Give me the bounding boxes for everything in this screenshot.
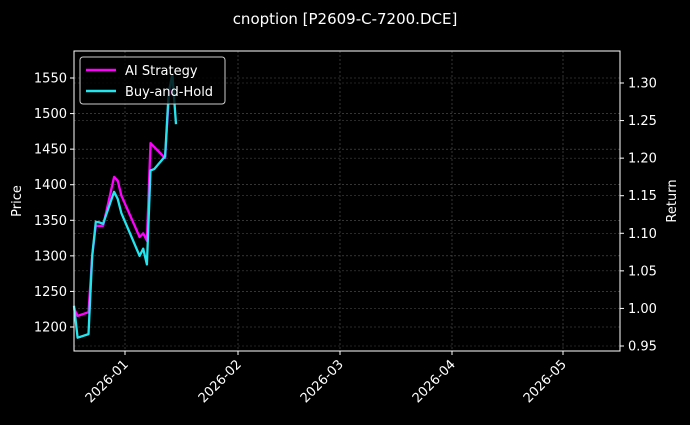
y-tick-label: 1350 (34, 214, 67, 229)
y2-tick-label: 0.95 (628, 340, 657, 355)
right-axis-ticks: 0.95 1.00 1.05 1.10 1.15 1.20 1.25 1.30 (620, 77, 657, 355)
legend-box (79, 56, 226, 105)
x-tick-label: 2026-03 (298, 357, 347, 406)
y-tick-label: 1300 (34, 249, 67, 264)
y-tick-label: 1450 (34, 143, 67, 158)
y-axis-label: Price (10, 185, 25, 217)
y-tick-label: 1500 (34, 107, 67, 122)
chart-title: cnoption [P2609-C-7200.DCE] (233, 10, 458, 28)
y-tick-label: 1250 (34, 285, 67, 300)
y-tick-label: 1400 (34, 178, 67, 193)
y2-tick-label: 1.20 (628, 152, 657, 167)
y2-tick-label: 1.15 (628, 189, 657, 204)
y2-tick-label: 1.30 (628, 77, 657, 92)
grid-lines (74, 51, 620, 351)
plot-frame (73, 50, 621, 352)
series-line-buy-and-hold (72, 73, 178, 339)
x-tick-label: 2026-02 (196, 357, 245, 406)
y2-tick-label: 1.00 (628, 302, 657, 317)
legend: AI Strategy Buy-and-Hold (79, 56, 226, 105)
y2-axis-label: Return (665, 179, 680, 222)
x-tick-label: 2026-01 (83, 357, 132, 406)
left-axis-ticks: 1200 1250 1300 1350 1400 1450 1500 1550 (34, 72, 74, 336)
legend-label-ai-strategy: AI Strategy (125, 64, 198, 79)
y-tick-label: 1200 (34, 321, 67, 336)
x-tick-label: 2026-04 (410, 357, 459, 406)
legend-label-buy-and-hold: Buy-and-Hold (125, 85, 213, 100)
y-tick-label: 1550 (34, 72, 67, 87)
y2-tick-label: 1.10 (628, 227, 657, 242)
y2-tick-label: 1.25 (628, 114, 657, 129)
plot-lines (72, 73, 178, 339)
x-tick-label: 2026-05 (521, 357, 570, 406)
x-axis-ticks: 2026-01 2026-02 2026-03 2026-04 2026-05 (83, 351, 570, 406)
y2-tick-label: 1.05 (628, 264, 657, 279)
